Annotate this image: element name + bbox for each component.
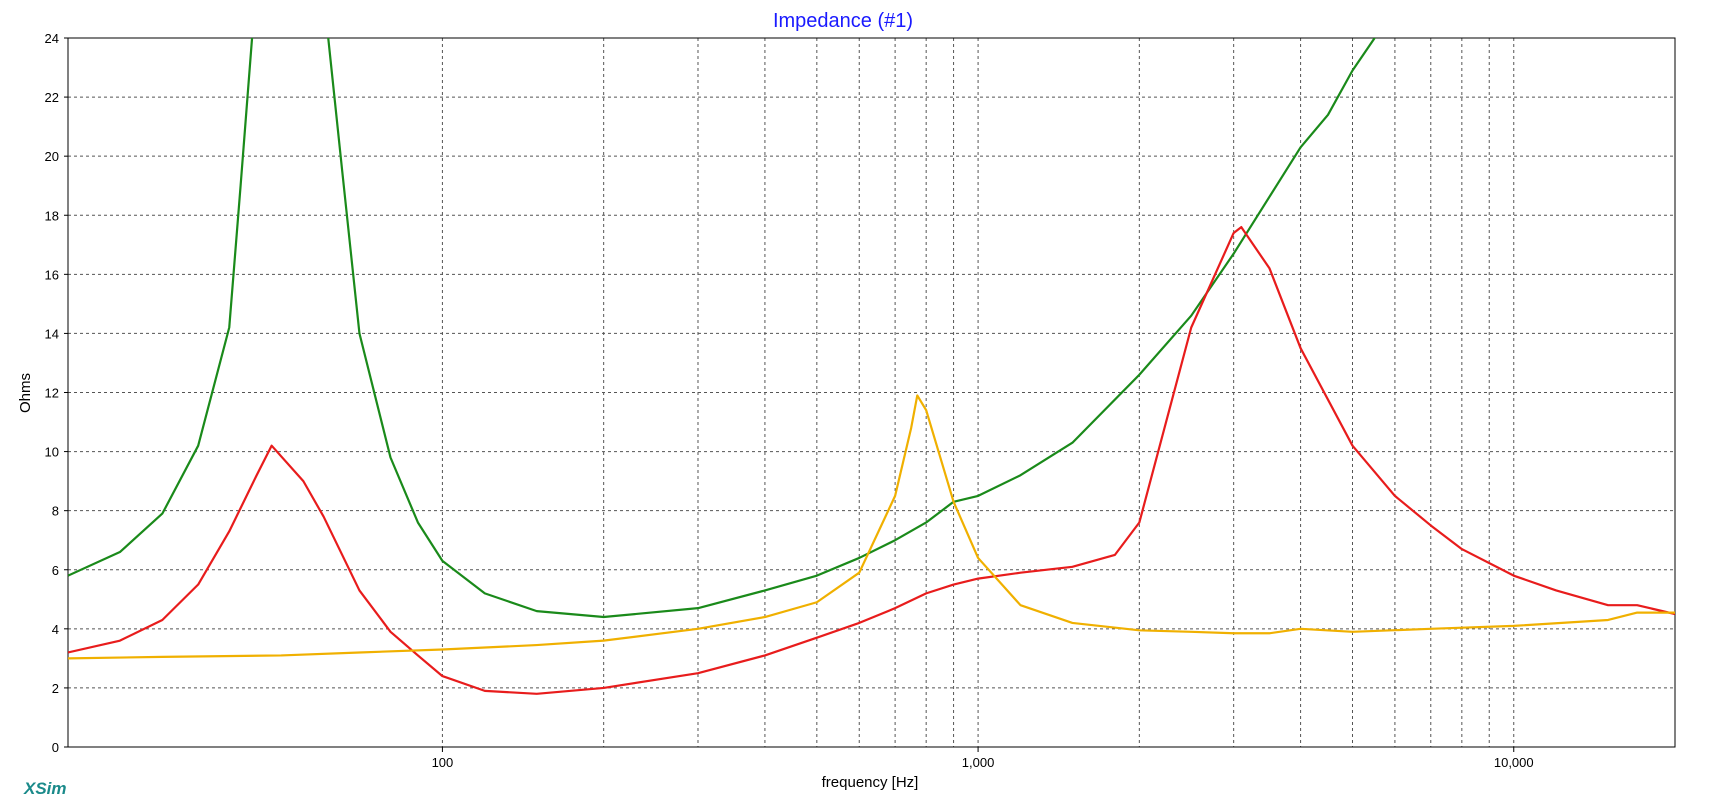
brand: XSim (23, 779, 67, 798)
y-tick-label: 10 (45, 445, 59, 460)
series-line (68, 225, 1675, 695)
chart-title: Impedance (#1) (773, 10, 913, 32)
y-tick-label: 22 (45, 90, 59, 105)
y-tick-label: 18 (45, 208, 59, 223)
y-tick-label: 2 (52, 681, 59, 696)
y-tick-label: 4 (52, 622, 59, 637)
series-line (68, 394, 1675, 660)
series-line (68, 38, 1376, 619)
y-tick-label: 16 (45, 267, 59, 282)
y-axis-label: Ohms (17, 373, 34, 413)
y-tick-label: 6 (52, 563, 59, 578)
x-tick-label: 1,000 (962, 755, 995, 770)
y-tick-label: 14 (45, 326, 59, 341)
x-axis-label: frequency [Hz] (822, 774, 919, 791)
x-tick-label: 10,000 (1494, 755, 1534, 770)
y-tick-label: 12 (45, 386, 59, 401)
y-tick-label: 0 (52, 740, 59, 755)
x-tick-label: 100 (432, 755, 454, 770)
plot-frame (67, 37, 1676, 748)
y-tick-label: 24 (45, 31, 59, 46)
plot-area (68, 38, 1675, 695)
y-tick-label: 8 (52, 504, 59, 519)
y-tick-label: 20 (45, 149, 59, 164)
